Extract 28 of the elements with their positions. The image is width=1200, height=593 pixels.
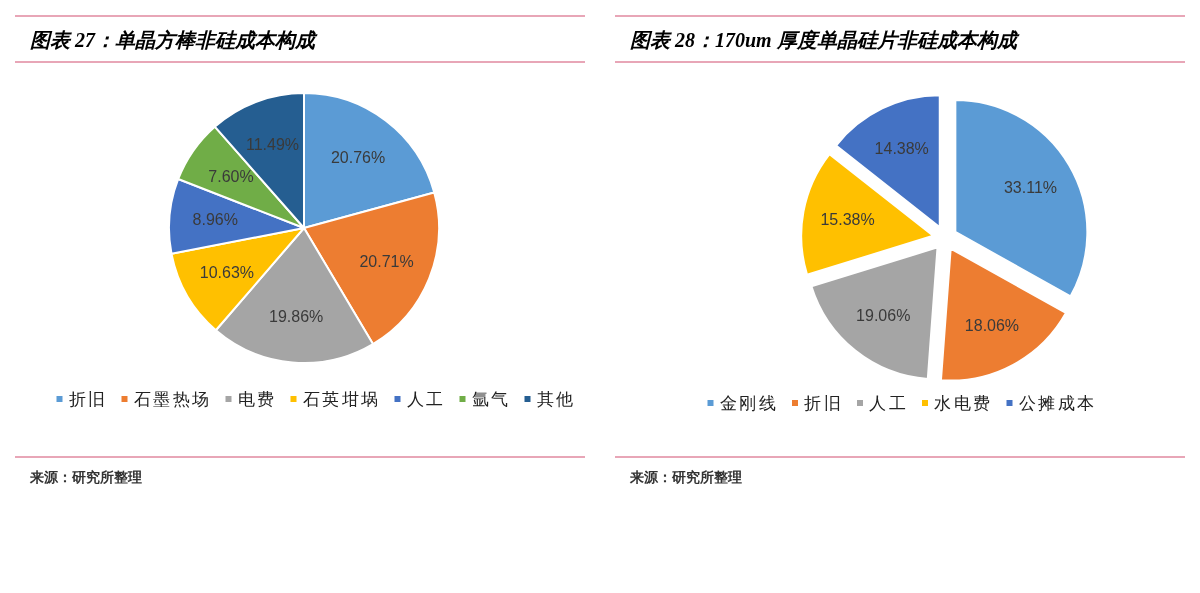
legend-label: 氩气 [471, 389, 511, 409]
source-note: 来源：研究所整理 [629, 469, 742, 485]
data-label: 14.38% [874, 140, 929, 158]
chart-title: 图表 27：单晶方棒非硅成本构成 [30, 29, 318, 51]
data-label: 11.49% [246, 136, 300, 154]
data-label: 18.06% [964, 316, 1020, 334]
data-label: 10.63% [199, 264, 255, 282]
legend-label: 公摊成本 [1018, 393, 1097, 413]
data-label: 8.96% [192, 211, 238, 229]
legend-label: 其他 [536, 389, 576, 409]
legend-label: 折旧 [68, 389, 108, 409]
data-label: 20.76% [330, 148, 386, 166]
legend-label: 石墨热场 [133, 389, 212, 409]
legend-label: 金刚线 [719, 393, 778, 413]
data-label: 19.86% [269, 308, 324, 326]
legend-label: 人工 [869, 393, 908, 413]
data-label: 20.71% [359, 252, 414, 270]
legend-label: 石英坩埚 [302, 389, 381, 409]
legend-label: 电费 [237, 389, 277, 409]
legend-label: 折旧 [804, 393, 843, 413]
chart-title: 图表 28：170um 厚度单晶硅片非硅成本构成 [630, 29, 1020, 51]
legend-label: 人工 [406, 389, 446, 409]
data-label: 15.38% [820, 211, 875, 229]
data-label: 7.60% [208, 168, 254, 186]
data-label: 33.11% [1003, 179, 1058, 197]
source-note: 来源：研究所整理 [29, 469, 142, 485]
data-label: 19.06% [856, 307, 911, 325]
legend-label: 水电费 [934, 393, 993, 413]
